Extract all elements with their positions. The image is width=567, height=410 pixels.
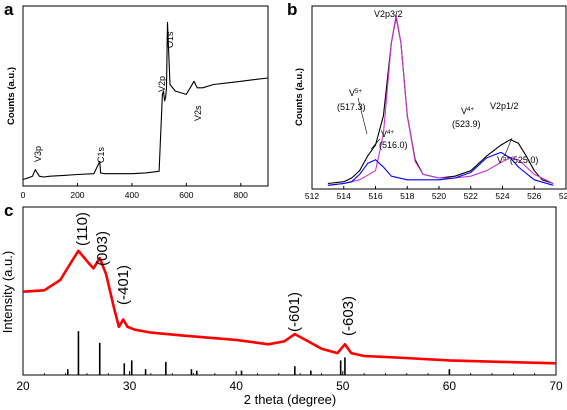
annotation-minus-601: (-601) <box>286 292 303 332</box>
panel-c-ticks: 20 30 40 50 60 70 <box>16 371 563 393</box>
annotation-minus-603: (-603) <box>340 296 357 336</box>
annotation-v4-left: V4+ <box>381 129 394 139</box>
panel-b-xtick-label: 512 <box>305 191 319 201</box>
panel-letter-a: a <box>4 0 14 19</box>
panel-b-xtick-label: 528 <box>559 191 567 201</box>
panel-c-series-line-0 <box>22 249 557 365</box>
panel-b-xtick-label: 516 <box>368 191 382 201</box>
annotation-minus-401: (-401) <box>115 265 132 305</box>
panel-a-xtick-label: 200 <box>70 190 84 200</box>
panel-b-xtick-label: 526 <box>527 191 541 201</box>
panel-c-reference-lines <box>66 331 451 375</box>
panel-a-series <box>22 21 269 181</box>
panel-c-xtick-label: 60 <box>443 379 457 393</box>
panel-b-xtick-label: 514 <box>337 191 351 201</box>
panel-c-xlabel: 2 theta (degree) <box>244 392 337 407</box>
annotation-v5-left: V5+ <box>349 88 362 98</box>
annotation-v4-right: V4+ <box>461 106 474 116</box>
panel-c-series <box>22 249 557 365</box>
panel-a-xtick-label: 600 <box>179 190 193 200</box>
panel-a-frame <box>22 5 269 187</box>
annotation-c1s: C1s <box>96 146 106 163</box>
annotation-v4-left-value: (516.0) <box>379 140 408 150</box>
panel-a-ylabel: Counts (a.u.) <box>6 67 17 125</box>
leader-v4-left <box>370 138 381 150</box>
panel-a: 0 200 400 600 800 Counts (a.u.) V3p C1s V2p … <box>6 5 269 200</box>
panel-c-xtick-label: 50 <box>336 379 350 393</box>
panel-b-xtick-label: 522 <box>464 191 478 201</box>
leader-v5-left <box>357 97 368 135</box>
panel-c-ylabel: Intensity (a.u.) <box>0 251 15 333</box>
panel-a-xtick-label: 0 <box>21 190 26 200</box>
annotation-v3p: V3p <box>33 146 43 162</box>
annotation-v2p3-2: V2p3/2 <box>374 9 403 19</box>
panel-c: 20 30 40 50 60 70 Intensity (a.u.) 2 theta (d… <box>0 206 563 407</box>
panel-a-xtick-label: 800 <box>234 190 248 200</box>
leader-v5-right <box>504 137 513 156</box>
annotation-003: (003) <box>94 231 111 266</box>
annotation-v2p1-2: V2p1/2 <box>490 101 519 111</box>
annotation-v2s: V2s <box>193 105 203 121</box>
panel-b-xtick-label: 520 <box>432 191 446 201</box>
annotation-v4-right-value: (523.9) <box>452 119 481 129</box>
panel-b-ticks: 512 514 516 518 520 522 524 526 528 <box>305 186 567 201</box>
panel-c-xtick-label: 20 <box>16 379 30 393</box>
panel-a-xtick-label: 400 <box>125 190 139 200</box>
panel-letter-c: c <box>4 201 13 220</box>
panel-b-series-line-1 <box>327 14 554 186</box>
panel-b-xtick-label: 524 <box>495 191 509 201</box>
panel-b: 512 514 516 518 520 522 524 526 528 Counts (a.u.… <box>294 5 567 201</box>
annotation-v5-right: V5+(525.0) <box>497 155 538 165</box>
panel-a-ticks: 0 200 400 600 800 <box>21 183 248 200</box>
annotation-v2p: V2p <box>157 76 167 92</box>
panel-letter-b: b <box>287 0 297 19</box>
panel-c-xtick-label: 40 <box>230 379 244 393</box>
panel-c-xtick-label: 70 <box>549 379 563 393</box>
annotation-o1s: O1s <box>165 31 175 48</box>
annotation-110: (110) <box>74 212 91 246</box>
panel-c-xtick-label: 30 <box>123 379 137 393</box>
panel-b-xtick-label: 518 <box>400 191 414 201</box>
panel-b-series-line-2 <box>327 151 554 186</box>
annotation-v5-left-value: (517.3) <box>337 102 366 112</box>
panel-b-ylabel: Counts (a.u.) <box>294 68 305 126</box>
panel-a-series-line-0 <box>22 21 269 181</box>
panel-b-series <box>327 14 554 186</box>
